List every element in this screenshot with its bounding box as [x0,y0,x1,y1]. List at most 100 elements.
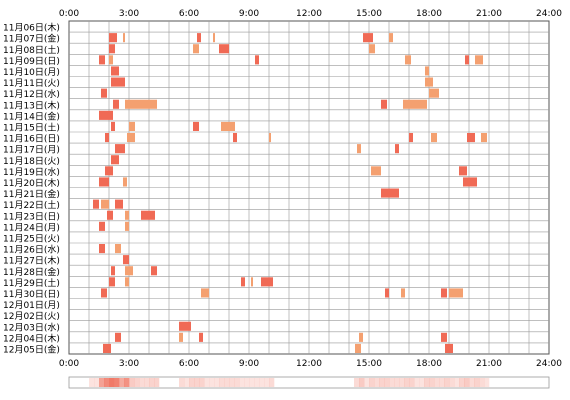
activity-bar [151,266,157,276]
activity-bar [125,221,129,231]
activity-bar [125,210,129,220]
activity-bar [355,343,361,353]
activity-bar [441,288,447,298]
activity-bar [123,33,125,43]
activity-bar [463,177,477,187]
density-cell [354,378,360,387]
density-cell [359,378,365,387]
activity-bar [201,288,209,298]
date-label: 12月03日(水) [3,321,60,333]
activity-bar [99,244,105,254]
x-tick-label-bottom: 12:00 [296,359,322,369]
density-cell [459,378,465,387]
x-tick-label-top: 3:00 [119,9,139,19]
density-cell [384,378,390,387]
activity-bar [99,55,105,65]
activity-bar [115,244,121,254]
density-cell [399,378,405,387]
x-tick-label-top: 0:00 [59,9,79,19]
activity-bar [109,44,115,54]
activity-bar [431,133,437,143]
activity-bar [445,343,453,353]
density-cell [214,378,220,387]
activity-bar [99,110,113,120]
date-label: 12月04日(木) [3,332,60,344]
density-cell [154,378,160,387]
density-cell [144,378,150,387]
date-label: 11月27日(木) [3,255,60,267]
activity-bar [193,44,199,54]
activity-bar [179,321,191,331]
activity-bar [381,99,387,109]
activity-bar [101,199,109,209]
date-labels: 11月06日(木)11月07日(金)11月08日(土)11月09日(日)11月1… [3,22,60,356]
activity-bar [481,133,487,143]
activity-bar [123,255,129,265]
activity-bar [459,166,467,176]
activity-bar [467,133,475,143]
activity-bar [213,33,215,43]
activity-bar [395,144,399,154]
x-tick-label-top: 21:00 [476,9,502,19]
activity-bar [385,288,389,298]
date-label: 11月21日(金) [3,188,60,200]
activity-bar [221,121,235,131]
date-label: 11月19日(水) [3,166,60,178]
date-label: 11月10日(月) [3,67,60,78]
date-label: 11月24日(月) [3,222,60,233]
density-strip [68,376,550,389]
date-label: 11月22日(土) [3,199,60,211]
date-label: 11月18日(火) [3,156,60,167]
density-cell [474,378,480,387]
activity-bar [197,33,201,43]
x-tick-label-top: 12:00 [296,9,322,19]
density-cell [394,378,400,387]
density-cell [429,378,435,387]
x-axis-bottom: 0:00 3:00 6:00 9:00 12:00 15:00 18:00 21:00 24:0… [59,359,562,369]
density-cell [99,378,105,387]
x-tick-label-bottom: 9:00 [239,359,259,369]
activity-bar [269,133,271,143]
activity-bar [193,121,199,131]
x-tick-label-top: 9:00 [239,9,259,19]
x-tick-label-bottom: 0:00 [59,359,79,369]
activity-bar [125,277,129,287]
activity-bar [241,277,245,287]
density-cell [409,378,415,387]
date-label: 11月29日(土) [3,277,60,289]
activity-bar [105,133,109,143]
activity-bar [99,177,109,187]
date-label: 11月17日(月) [3,145,60,156]
activity-bar [251,277,253,287]
activity-bar [425,77,433,87]
activity-bar [261,277,273,287]
x-tick-label-top: 18:00 [416,9,442,19]
density-cell [124,378,130,387]
density-cell [204,378,210,387]
date-label: 12月05日(金) [3,343,60,355]
density-cell [89,378,95,387]
activity-bar [369,44,375,54]
activity-bar [475,55,483,65]
density-cell [419,378,425,387]
activity-bar [113,99,119,109]
activity-bar [111,266,115,276]
density-cell [374,378,380,387]
chart-bars [93,33,487,353]
x-tick-label-bottom: 18:00 [416,359,442,369]
density-cell [364,378,370,387]
density-cell [434,378,440,387]
activity-bar [99,221,105,231]
activity-bar [109,55,113,65]
activity-bar [403,99,427,109]
activity-bar [219,44,229,54]
activity-bar [371,166,381,176]
date-label: 11月23日(日) [3,211,60,222]
date-label: 11月07日(金) [3,33,60,45]
activity-bar [409,133,413,143]
density-cell [209,378,215,387]
activity-bar [141,210,155,220]
density-cell [134,378,140,387]
x-tick-label-top: 6:00 [179,9,199,19]
